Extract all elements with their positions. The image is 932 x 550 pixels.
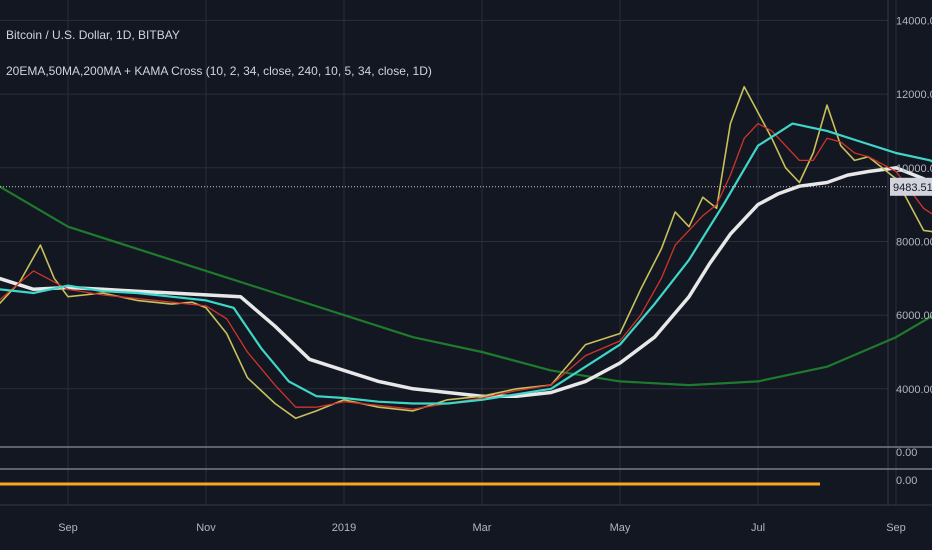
study-title[interactable]: 20EMA,50MA,200MA + KAMA Cross (10, 2, 34… [6,64,432,78]
price-line[interactable] [0,85,932,420]
x-tick-label: Mar [473,522,492,534]
ma200-line[interactable] [0,185,932,387]
indicator-panels: 0.00 0.00 [0,446,932,487]
price-axis[interactable]: 4000.00 6000.00 8000.00 10000.00 12000.00 140… [890,15,932,396]
ema20-line[interactable] [0,122,932,410]
osc2-value-label: 0.00 [896,475,917,487]
current-price-label: 9483.51 [893,182,932,194]
chart-grid [0,0,932,506]
symbol-title[interactable]: Bitcoin / U.S. Dollar, 1D, BITBAY [6,28,180,42]
x-tick-label: Sep [58,522,78,534]
x-tick-label: Nov [196,522,216,534]
kama-line[interactable] [0,122,932,405]
y-tick-label: 14000.00 [896,15,932,27]
series-layer [0,85,932,420]
y-tick-label: 10000.00 [896,163,932,175]
y-tick-label: 6000.00 [896,310,932,322]
time-axis[interactable]: SepNov2019MarMayJulSepNov2020MarMayJul [58,522,932,534]
x-tick-label: May [610,522,631,534]
current-price-badge [890,177,932,196]
osc-value-label: 0.00 [896,447,917,459]
x-tick-label: Sep [886,522,906,534]
y-tick-label: 4000.00 [896,384,932,396]
x-tick-label: Jul [751,522,765,534]
y-tick-label: 12000.00 [896,89,932,101]
ma50-line[interactable] [0,166,932,398]
y-tick-label: 8000.00 [896,236,932,248]
x-tick-label: 2019 [332,522,356,534]
